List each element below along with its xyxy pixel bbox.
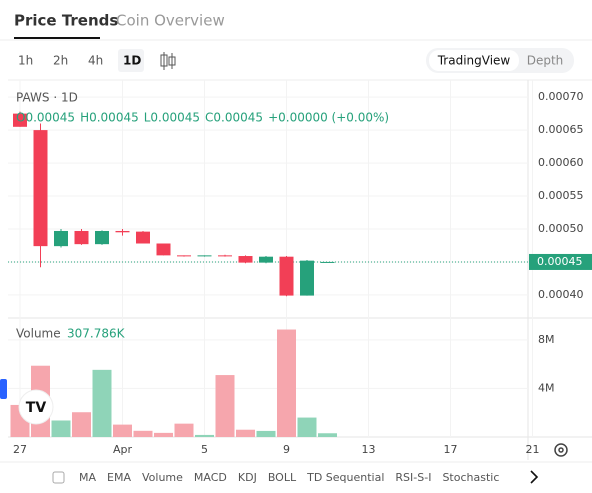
y-tick-label: 8M xyxy=(538,333,555,346)
volume-bar xyxy=(215,375,235,437)
interval-button[interactable]: 1h xyxy=(18,54,33,68)
candle-body xyxy=(238,256,253,263)
toggle-option[interactable]: TradingView xyxy=(437,54,511,68)
volume-bar xyxy=(154,432,173,437)
volume-legend-value: 307.786K xyxy=(67,327,126,341)
indicator-button[interactable]: Volume xyxy=(142,471,183,484)
y-tick-label: 0.00055 xyxy=(538,189,584,202)
chart-title: PAWS · 1D xyxy=(16,91,78,105)
candle-body xyxy=(33,130,48,247)
volume-bar xyxy=(256,430,276,437)
settings-icon[interactable] xyxy=(554,443,568,457)
candle-body xyxy=(320,261,335,263)
volume-bar xyxy=(277,329,296,437)
last-price-label: 0.00045 xyxy=(537,255,583,268)
candle-body xyxy=(136,231,150,244)
y-tick-label: 0.00060 xyxy=(538,156,584,169)
indicator-button[interactable]: KDJ xyxy=(238,471,257,484)
interval-active-bg xyxy=(118,49,144,72)
indicator-button[interactable]: MACD xyxy=(194,471,227,484)
ohlc-legend: C0.00045 xyxy=(205,111,263,125)
candle-body xyxy=(156,243,171,256)
tab[interactable]: Coin Overview xyxy=(116,12,225,30)
volume-bar xyxy=(318,433,337,437)
volume-bar xyxy=(195,434,214,437)
tab-active[interactable]: Price Trends xyxy=(14,12,118,30)
interval-button-active[interactable]: 1D xyxy=(123,54,141,68)
candle-body xyxy=(13,113,27,127)
ohlc-legend: L0.00045 xyxy=(144,111,200,125)
side-handle[interactable] xyxy=(0,379,7,399)
indicator-button[interactable]: MA xyxy=(79,471,96,484)
x-tick-label: 13 xyxy=(362,443,376,456)
candle-body xyxy=(177,255,191,257)
toggle-option[interactable]: Depth xyxy=(527,54,564,68)
candle-body xyxy=(74,230,89,245)
candle-body xyxy=(54,230,68,247)
toggle-active xyxy=(429,50,519,71)
volume-bar xyxy=(72,412,91,437)
y-tick-label: 0.00070 xyxy=(538,90,584,103)
candle-body xyxy=(95,230,109,245)
x-tick-label: 21 xyxy=(526,443,540,456)
volume-bar xyxy=(174,423,194,437)
y-tick-label: 0.00050 xyxy=(538,222,584,235)
volume-bar xyxy=(113,424,132,437)
scroll-arrow[interactable] xyxy=(530,470,539,484)
candle-body xyxy=(218,255,232,257)
volume-bar xyxy=(297,417,317,437)
x-tick-label: Apr xyxy=(113,443,133,456)
svg-text:TV: TV xyxy=(26,400,47,416)
interval-button[interactable]: 2h xyxy=(53,54,68,68)
indicator-button[interactable]: Stochastic xyxy=(442,471,499,484)
volume-legend-name: Volume xyxy=(16,327,61,341)
indicator-button[interactable]: RSI-S-I xyxy=(395,471,431,484)
y-tick-label: 4M xyxy=(538,381,555,394)
calendar-icon[interactable] xyxy=(52,471,65,484)
volume-bar xyxy=(236,429,255,437)
y-tick-label: 0.00040 xyxy=(538,288,584,301)
indicator-button[interactable]: BOLL xyxy=(268,471,297,484)
volume-bar xyxy=(92,369,112,437)
x-tick-label: 5 xyxy=(201,443,208,456)
last-price-box xyxy=(529,253,592,270)
candle-body xyxy=(115,230,130,233)
volume-bar xyxy=(51,420,71,437)
indicator-button[interactable]: EMA xyxy=(107,471,131,484)
candle-body xyxy=(300,260,314,296)
candle-body xyxy=(279,256,294,296)
interval-button[interactable]: 4h xyxy=(88,54,103,68)
ohlc-legend: +0.00000 (+0.00%) xyxy=(268,111,389,125)
volume-bar xyxy=(133,430,153,437)
tradingview-logo: TV xyxy=(18,389,54,425)
candle-body xyxy=(259,256,273,263)
ohlc-legend: O0.00045 xyxy=(16,111,75,125)
ohlc-legend: H0.00045 xyxy=(80,111,139,125)
x-tick-label: 17 xyxy=(444,443,458,456)
indicator-button[interactable]: TD Sequential xyxy=(306,471,384,484)
y-tick-label: 0.00065 xyxy=(538,123,584,136)
candle-icon[interactable] xyxy=(160,52,176,70)
candle-body xyxy=(197,255,212,257)
x-tick-label: 27 xyxy=(13,443,27,456)
x-tick-label: 9 xyxy=(283,443,290,456)
tab-underline xyxy=(14,37,100,39)
